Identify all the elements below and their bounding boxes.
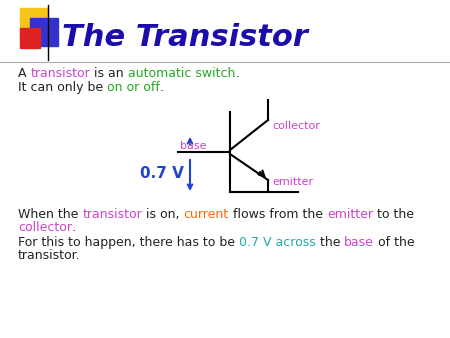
Text: .: . xyxy=(235,67,239,80)
Text: transistor.: transistor. xyxy=(18,249,81,262)
Text: emitter: emitter xyxy=(327,208,373,221)
Text: automatic switch: automatic switch xyxy=(128,67,235,80)
Text: is an: is an xyxy=(90,67,128,80)
Text: 0.7 V: 0.7 V xyxy=(140,167,184,182)
Text: the: the xyxy=(316,236,344,249)
Text: flows from the: flows from the xyxy=(229,208,327,221)
Text: current: current xyxy=(184,208,229,221)
Text: collector: collector xyxy=(18,221,72,234)
Text: emitter: emitter xyxy=(272,177,313,187)
Text: collector: collector xyxy=(272,121,320,131)
Bar xyxy=(30,18,58,46)
Text: The Transistor: The Transistor xyxy=(62,24,308,52)
Bar xyxy=(20,28,40,48)
Text: on or off: on or off xyxy=(107,81,160,94)
Text: to the: to the xyxy=(373,208,414,221)
Text: It can only be: It can only be xyxy=(18,81,107,94)
Text: .: . xyxy=(72,221,76,234)
Text: transistor: transistor xyxy=(31,67,90,80)
Bar xyxy=(20,8,48,36)
Text: For this to happen, there has to be: For this to happen, there has to be xyxy=(18,236,239,249)
Text: transistor: transistor xyxy=(82,208,142,221)
Text: base: base xyxy=(344,236,374,249)
Text: is on,: is on, xyxy=(142,208,184,221)
Text: of the: of the xyxy=(374,236,415,249)
Text: .: . xyxy=(160,81,164,94)
Text: 0.7 V across: 0.7 V across xyxy=(239,236,316,249)
Text: A: A xyxy=(18,67,31,80)
Text: When the: When the xyxy=(18,208,82,221)
Text: base: base xyxy=(180,141,207,151)
